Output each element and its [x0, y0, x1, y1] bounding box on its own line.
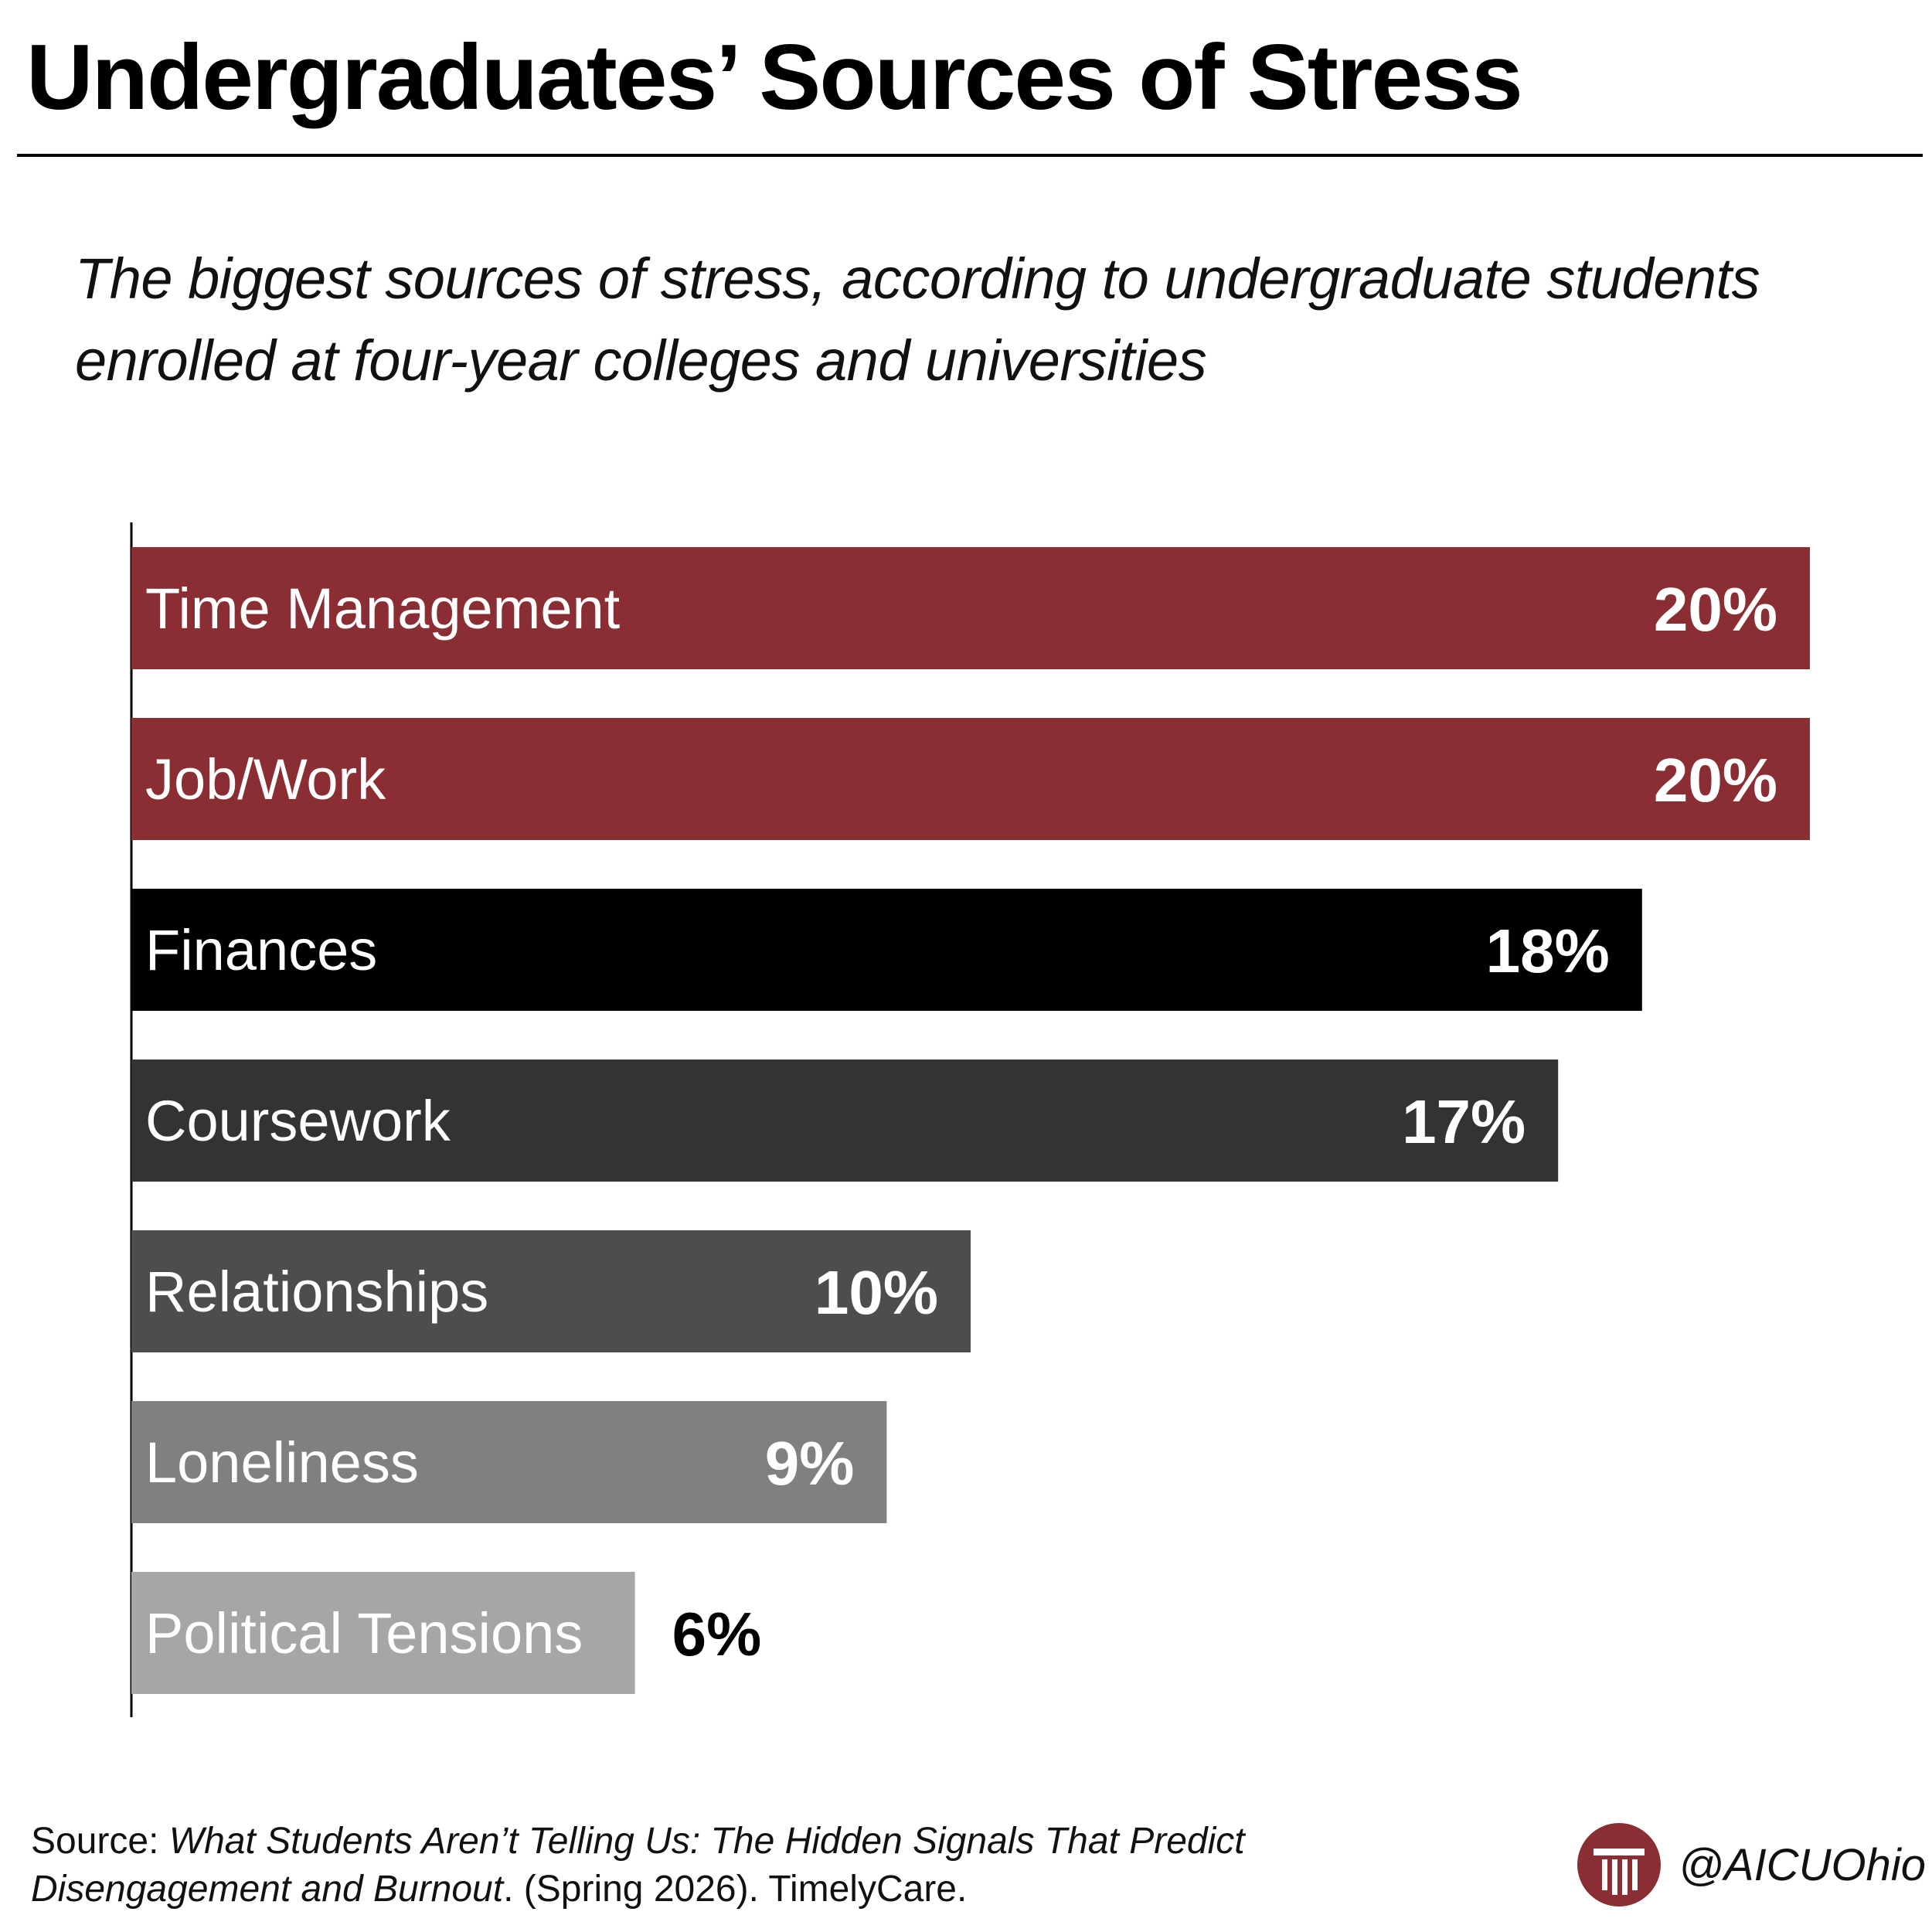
bar — [131, 718, 1810, 840]
chart-subtitle: The biggest sources of stress, according… — [75, 247, 1760, 393]
aicu-column-logo-icon — [1577, 1823, 1661, 1906]
bar — [131, 1401, 887, 1523]
category-label: Time Management — [145, 577, 621, 641]
category-label: Coursework — [145, 1089, 451, 1153]
value-label: 20% — [1654, 746, 1777, 815]
brand: @AICUOhio — [1577, 1822, 1926, 1907]
bar-chart: Time Management 20% Job/Work 20% Finances 18%… — [130, 522, 1810, 1717]
bar — [131, 1060, 1559, 1182]
source-title: What Students Aren’t Telling Us: The Hid… — [31, 1821, 1245, 1910]
value-label: 18% — [1486, 917, 1610, 985]
value-label: 20% — [1654, 575, 1777, 644]
bar — [131, 889, 1642, 1011]
bar — [131, 1572, 635, 1694]
chart-title: Undergraduates’ Sources of Stress — [26, 26, 1523, 129]
source-prefix: Source: — [31, 1821, 169, 1862]
category-label: Finances — [145, 918, 377, 982]
title-divider — [17, 154, 1923, 157]
source-suffix: . (Spring 2026). TimelyCare. — [503, 1869, 968, 1910]
value-label: 6% — [672, 1600, 762, 1668]
source-note: Source: What Students Aren’t Telling Us:… — [31, 1818, 1267, 1913]
category-label: Loneliness — [145, 1430, 419, 1495]
value-label: 9% — [765, 1429, 855, 1498]
category-label: Political Tensions — [145, 1601, 583, 1665]
bar — [131, 1230, 971, 1352]
category-label: Job/Work — [145, 747, 386, 811]
value-label: 10% — [815, 1258, 938, 1327]
category-label: Relationships — [145, 1260, 488, 1324]
value-label: 17% — [1402, 1087, 1526, 1156]
brand-handle: @AICUOhio — [1679, 1839, 1926, 1890]
bar — [131, 547, 1810, 669]
